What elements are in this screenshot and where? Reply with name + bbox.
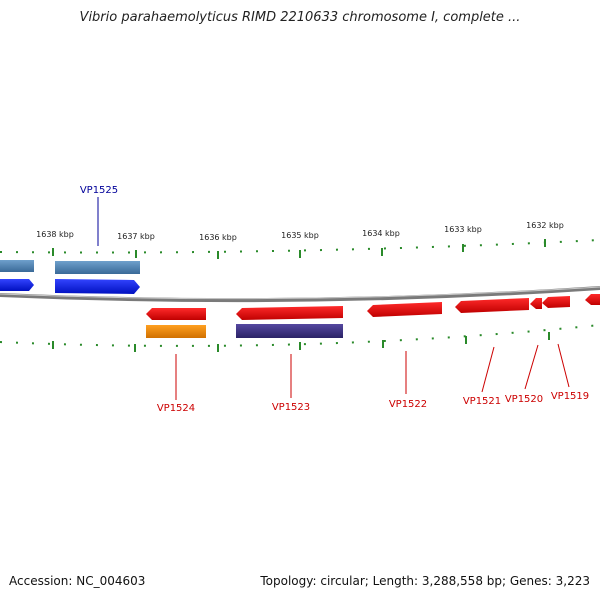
gene-label-vp1519[interactable]: VP1519 (551, 391, 589, 402)
gene-label-vp1522[interactable]: VP1522 (389, 399, 427, 410)
accession-text: Accession: NC_004603 (9, 574, 146, 588)
gene-label-vp1525[interactable]: VP1525 (80, 185, 118, 196)
tick-label: 1634 kbp (362, 229, 400, 238)
label-leader-vp1519 (557, 343, 570, 388)
genome-stats-text: Topology: circular; Length: 3,288,558 bp… (260, 574, 590, 588)
cds-feature-vp1522[interactable] (367, 302, 442, 317)
gene-label-vp1521[interactable]: VP1521 (463, 396, 501, 407)
gene-labels: VP1525 VP1524 VP1523 VP1522 VP1521 VP152… (80, 185, 589, 414)
label-leader-vp1520 (524, 344, 539, 390)
tick-label: 1636 kbp (199, 233, 237, 242)
cds-feature-vp1520[interactable] (530, 298, 542, 309)
cds-feature-vp1519[interactable] (542, 296, 570, 308)
tick-label: 1635 kbp (281, 231, 319, 240)
reverse-strand-track (146, 294, 600, 338)
cds-feature[interactable] (585, 294, 600, 305)
tick-label: 1632 kbp (526, 221, 564, 230)
gene-label-vp1524[interactable]: VP1524 (157, 403, 195, 414)
gene-label-vp1523[interactable]: VP1523 (272, 402, 310, 413)
forward-strand-track (0, 260, 140, 294)
gene-feature[interactable] (0, 260, 34, 272)
backbone-highlight (0, 286, 600, 300)
map-title: Vibrio parahaemolyticus RIMD 2210633 chr… (79, 10, 521, 25)
tick-label: 1638 kbp (36, 230, 74, 239)
gene-label-vp1520[interactable]: VP1520 (505, 394, 543, 405)
chromosome-backbone (0, 286, 600, 303)
cds-feature-vp1524[interactable] (146, 308, 206, 320)
upper-scale-track: 1638 kbp 1637 kbp 1636 kbp 1635 kbp 1634… (0, 221, 600, 259)
lower-scale-track (0, 324, 600, 352)
gene-feature-vp1524[interactable] (146, 325, 206, 338)
label-leader-vp1521 (481, 346, 495, 393)
cds-feature-vp1525[interactable] (55, 279, 140, 294)
cds-feature[interactable] (0, 279, 34, 291)
gene-feature-vp1523[interactable] (236, 324, 343, 338)
cds-feature-vp1523[interactable] (236, 306, 343, 320)
cds-feature-vp1521[interactable] (455, 298, 529, 313)
tick-label: 1633 kbp (444, 225, 482, 234)
gene-feature-vp1525[interactable] (55, 261, 140, 274)
tick-label: 1637 kbp (117, 232, 155, 241)
